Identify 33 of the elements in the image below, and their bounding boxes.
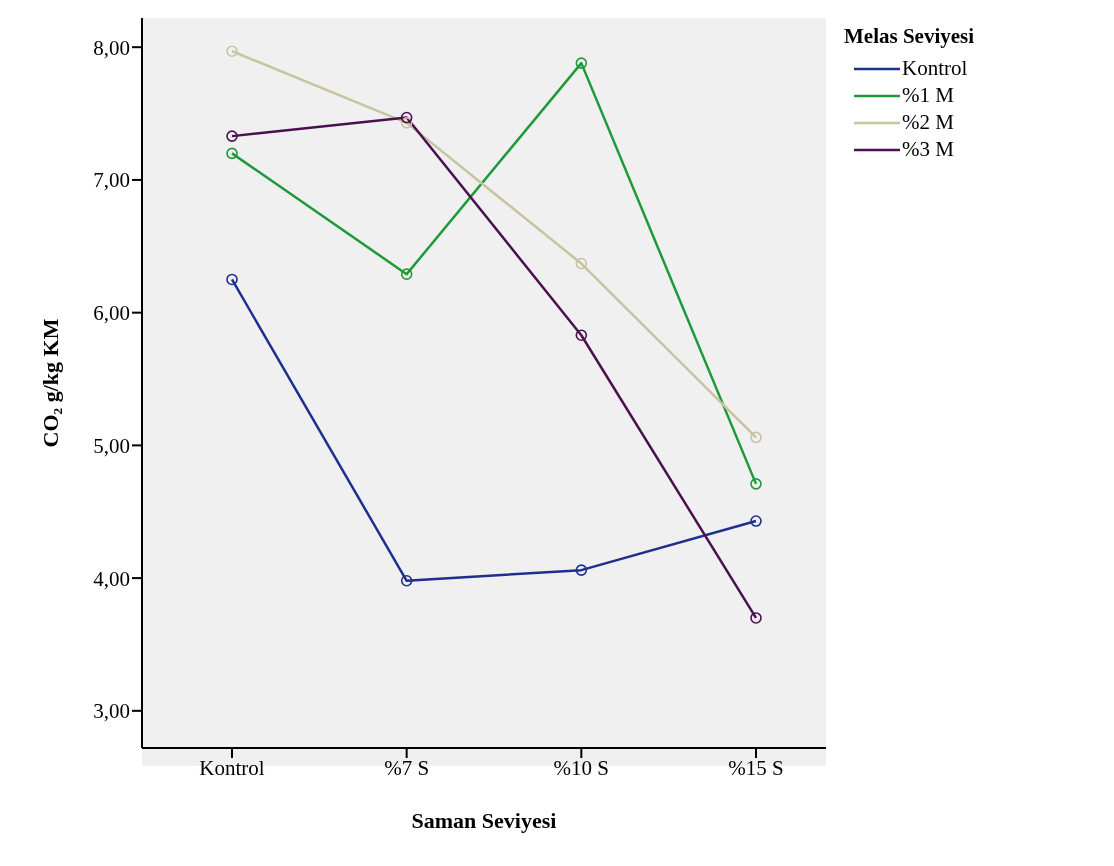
point bbox=[750, 431, 762, 444]
point bbox=[400, 111, 413, 124]
legend-label: %3 M bbox=[902, 136, 954, 163]
point bbox=[400, 574, 413, 587]
point bbox=[750, 478, 762, 490]
x-tick-label: %10 S bbox=[553, 755, 610, 780]
x-tick-label: %7 S bbox=[384, 755, 430, 780]
legend-label: %2 M bbox=[902, 109, 954, 136]
x-tick-label: %15 S bbox=[728, 755, 784, 780]
point bbox=[750, 515, 762, 527]
point bbox=[400, 268, 413, 280]
point bbox=[575, 564, 588, 576]
y-tick-label: 4,00 bbox=[93, 566, 130, 591]
y-tick-label: 7,00 bbox=[93, 168, 130, 193]
point bbox=[750, 612, 762, 624]
point bbox=[575, 329, 588, 342]
legend-label: Kontrol bbox=[902, 55, 968, 82]
point bbox=[226, 273, 238, 286]
point bbox=[400, 117, 413, 129]
y-tick-label: 6,00 bbox=[93, 301, 130, 326]
y-axis-title: CO₂ g/kg KM bbox=[38, 318, 63, 448]
y-tick-label: 8,00 bbox=[93, 35, 130, 60]
point bbox=[575, 57, 588, 69]
legend-label: %1 M bbox=[902, 82, 954, 109]
y-tick-label: 3,00 bbox=[93, 699, 130, 724]
point bbox=[226, 147, 238, 160]
y-tick-label: 5,00 bbox=[93, 433, 130, 458]
x-tick-label: Kontrol bbox=[199, 755, 265, 780]
point bbox=[226, 130, 238, 142]
point bbox=[575, 257, 588, 270]
x-axis-title: Saman Seviyesi bbox=[411, 808, 557, 833]
legend-title: Melas Seviyesi bbox=[844, 24, 976, 49]
point bbox=[226, 45, 238, 57]
